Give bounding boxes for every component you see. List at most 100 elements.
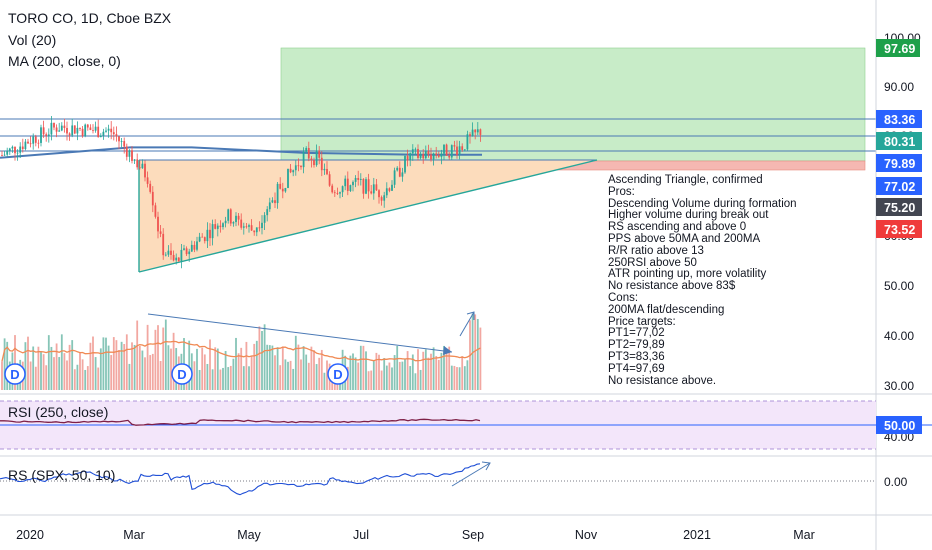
candle-body <box>315 150 318 166</box>
volume-bar <box>84 369 87 390</box>
price-badge-79-89: 79.89 <box>876 154 922 172</box>
candle-body <box>172 254 175 261</box>
volume-bar <box>128 363 131 390</box>
volume-bar <box>315 364 318 390</box>
candle-body <box>328 174 331 186</box>
candle-body <box>341 186 344 193</box>
candle-body <box>372 184 375 194</box>
dividend-marker-1[interactable]: D <box>4 363 26 385</box>
candle-body <box>47 134 50 136</box>
candle-body <box>359 178 362 180</box>
price-tick-label: 90.00 <box>884 80 914 94</box>
volume-legend[interactable]: Vol (20) <box>8 32 57 48</box>
candle-body <box>180 249 183 261</box>
candle-body <box>380 197 383 201</box>
volume-bar <box>1 361 3 390</box>
volume-bar <box>430 353 432 390</box>
candle-body <box>284 187 287 192</box>
candle-body <box>424 151 427 159</box>
candle-body <box>138 167 141 169</box>
volume-bar <box>365 351 367 390</box>
candle-body <box>466 134 469 150</box>
note-line: No resistance above. <box>608 374 717 387</box>
candle-body <box>419 154 422 158</box>
volume-bar <box>435 356 438 390</box>
time-label: May <box>237 528 261 542</box>
volume-bar <box>253 343 256 390</box>
volume-bar <box>94 357 97 390</box>
candle-body <box>71 125 74 136</box>
price-axis[interactable]: 100.00 90.00 80.00 60.00 50.00 40.00 30.… <box>884 31 921 489</box>
volume-bar <box>206 363 209 390</box>
candle-body <box>21 146 24 150</box>
candle-body <box>92 130 94 131</box>
candle-body <box>245 226 248 228</box>
rs-legend[interactable]: RS (SPX, 50, 10) <box>8 467 116 483</box>
note-line: 200MA flat/descending <box>608 303 725 316</box>
breakout-arrowhead-rs <box>481 461 491 471</box>
volume-bar <box>417 349 419 390</box>
candle-body <box>323 168 326 171</box>
candle-body <box>242 226 245 228</box>
candle-body <box>11 146 14 149</box>
volume-bar <box>237 353 240 390</box>
candle-body <box>115 134 118 137</box>
volume-bar <box>453 365 456 390</box>
candle-body <box>24 141 27 150</box>
time-label: 2020 <box>16 528 44 542</box>
rsi-legend[interactable]: RSI (250, close) <box>8 404 109 420</box>
candle-body <box>177 257 180 261</box>
candle-body <box>45 134 48 136</box>
volume-bar <box>414 373 417 390</box>
volume-bar <box>14 335 16 390</box>
candle-body <box>437 155 440 157</box>
volume-bar <box>86 366 89 390</box>
volume-bar <box>159 361 162 390</box>
volume-bar <box>214 347 217 390</box>
volume-bar <box>357 362 360 390</box>
volume-bar <box>245 341 248 390</box>
candle-body <box>214 224 217 229</box>
price-tick-label: 40.00 <box>884 329 914 343</box>
volume-bar <box>284 359 287 390</box>
candle-body <box>66 127 68 134</box>
note-line: No resistance above 83$ <box>608 280 736 293</box>
candle-body <box>89 127 92 131</box>
volume-bar <box>276 347 279 390</box>
ma-legend[interactable]: MA (200, close, 0) <box>8 53 121 69</box>
volume-bar <box>24 342 27 390</box>
candle-body <box>149 183 152 192</box>
candle-body <box>310 158 313 161</box>
volume-bar <box>63 353 66 390</box>
volume-bar <box>461 356 464 390</box>
candle-body <box>261 222 263 229</box>
candle-body <box>146 177 149 184</box>
time-axis[interactable]: 2020 Mar May Jul Sep Nov 2021 Mar <box>16 528 815 542</box>
volume-bar <box>323 372 326 390</box>
candle-body <box>398 167 401 177</box>
svg-text:73.52: 73.52 <box>884 223 915 237</box>
volume-bar <box>307 362 310 390</box>
svg-text:97.69: 97.69 <box>884 42 915 56</box>
volume-bar <box>235 337 237 390</box>
candle-body <box>263 215 266 223</box>
candle-body <box>128 150 131 157</box>
volume-bar <box>136 320 139 390</box>
symbol-title[interactable]: TORO CO, 1D, Cboe BZX <box>8 10 172 26</box>
volume-bar <box>131 342 133 390</box>
volume-bar <box>401 361 404 390</box>
candle-body <box>414 148 417 150</box>
volume-bar <box>219 369 222 390</box>
svg-text:80.31: 80.31 <box>884 135 915 149</box>
note-line: Descending Volume during formation <box>608 197 797 210</box>
candle-body <box>287 168 289 188</box>
candle-body <box>250 225 253 231</box>
note-line: PT1=77,02 <box>608 327 665 340</box>
candle-body <box>206 229 209 242</box>
volume-bar <box>229 365 232 390</box>
dividend-marker-3[interactable]: D <box>327 363 349 385</box>
dividend-marker-2[interactable]: D <box>171 363 193 385</box>
rsi-value-badge: 50.00 <box>876 416 922 434</box>
candle-body <box>320 157 323 171</box>
